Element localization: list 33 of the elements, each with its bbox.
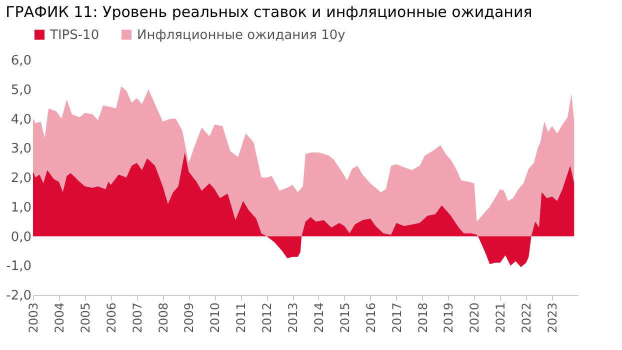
x-tick-label: 2012 <box>260 302 274 334</box>
x-tick-label: 2003 <box>26 302 40 334</box>
x-tick-label: 2021 <box>494 302 508 334</box>
x-tick-label: 2014 <box>312 302 326 334</box>
x-tick-label: 2019 <box>442 302 456 334</box>
y-tick-label: 0,0 <box>10 230 32 245</box>
x-tick-label: 2006 <box>104 302 118 334</box>
x-tick-label: 2010 <box>208 302 222 334</box>
y-tick-label: 2,0 <box>10 171 32 186</box>
y-tick-label: -2,0 <box>6 288 32 304</box>
y-tick-label: 6,0 <box>10 54 32 68</box>
x-tick-label: 2004 <box>52 302 66 334</box>
x-tick-label: 2015 <box>338 302 352 334</box>
legend-label: TIPS-10 <box>49 28 100 43</box>
legend-label: Инфляционные ожидания 10y <box>137 28 346 43</box>
x-tick-label: 2008 <box>156 302 170 334</box>
y-tick-label: 3,0 <box>10 142 32 157</box>
x-tick-label: 2007 <box>130 302 144 334</box>
x-tick-label: 2018 <box>416 302 430 334</box>
x-tick-label: 2011 <box>234 302 248 334</box>
x-tick-label: 2022 <box>520 302 534 334</box>
x-tick-label: 2005 <box>78 302 92 334</box>
y-tick-label: 5,0 <box>10 82 32 98</box>
y-tick-label: 4,0 <box>10 112 32 128</box>
y-tick-label: 1,0 <box>10 200 32 216</box>
x-tick-label: 2023 <box>546 302 560 334</box>
x-tick-label: 2009 <box>182 302 196 334</box>
chart-title: ГРАФИК 11: Уровень реальных ставок и инфляционные ожидания <box>6 3 532 21</box>
y-tick-label: -1,0 <box>6 259 32 274</box>
x-tick-label: 2013 <box>286 302 300 334</box>
x-tick-label: 2016 <box>364 302 378 334</box>
x-tick-label: 2020 <box>468 302 482 334</box>
x-tick-label: 2017 <box>390 302 404 334</box>
